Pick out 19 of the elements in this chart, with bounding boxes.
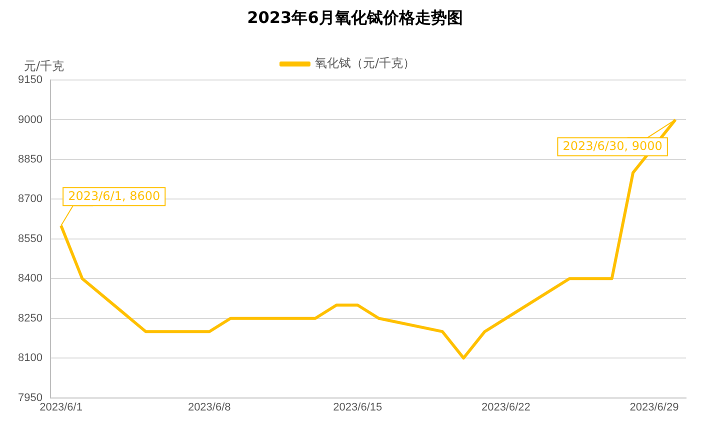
y-tick-label: 9150 bbox=[18, 74, 42, 86]
legend-label: 氧化铽（元/千克） bbox=[314, 56, 416, 70]
x-tick-label: 2023/6/29 bbox=[630, 401, 679, 414]
y-tick-label: 7950 bbox=[18, 392, 42, 404]
y-tick-label: 8400 bbox=[18, 272, 42, 285]
y-tick-label: 8850 bbox=[18, 153, 42, 166]
x-tick-label: 2023/6/15 bbox=[333, 401, 382, 414]
x-tick-label: 2023/6/1 bbox=[40, 401, 82, 414]
y-axis-title: 元/千克 bbox=[24, 58, 64, 75]
y-tick-label: 8700 bbox=[18, 193, 42, 206]
y-tick-label: 9000 bbox=[18, 114, 42, 126]
x-tick-label: 2023/6/22 bbox=[481, 401, 530, 414]
chart-title: 2023年6月氧化铽价格走势图 bbox=[246, 8, 464, 29]
annotation: 2023/6/1, 8600 bbox=[68, 188, 160, 203]
y-tick-label: 8250 bbox=[18, 312, 42, 324]
y-tick-label: 8550 bbox=[18, 232, 42, 245]
y-tick-label: 8100 bbox=[18, 352, 42, 364]
x-tick-label: 2023/6/8 bbox=[188, 401, 231, 414]
annotation: 2023/6/30, 9000 bbox=[562, 138, 662, 153]
